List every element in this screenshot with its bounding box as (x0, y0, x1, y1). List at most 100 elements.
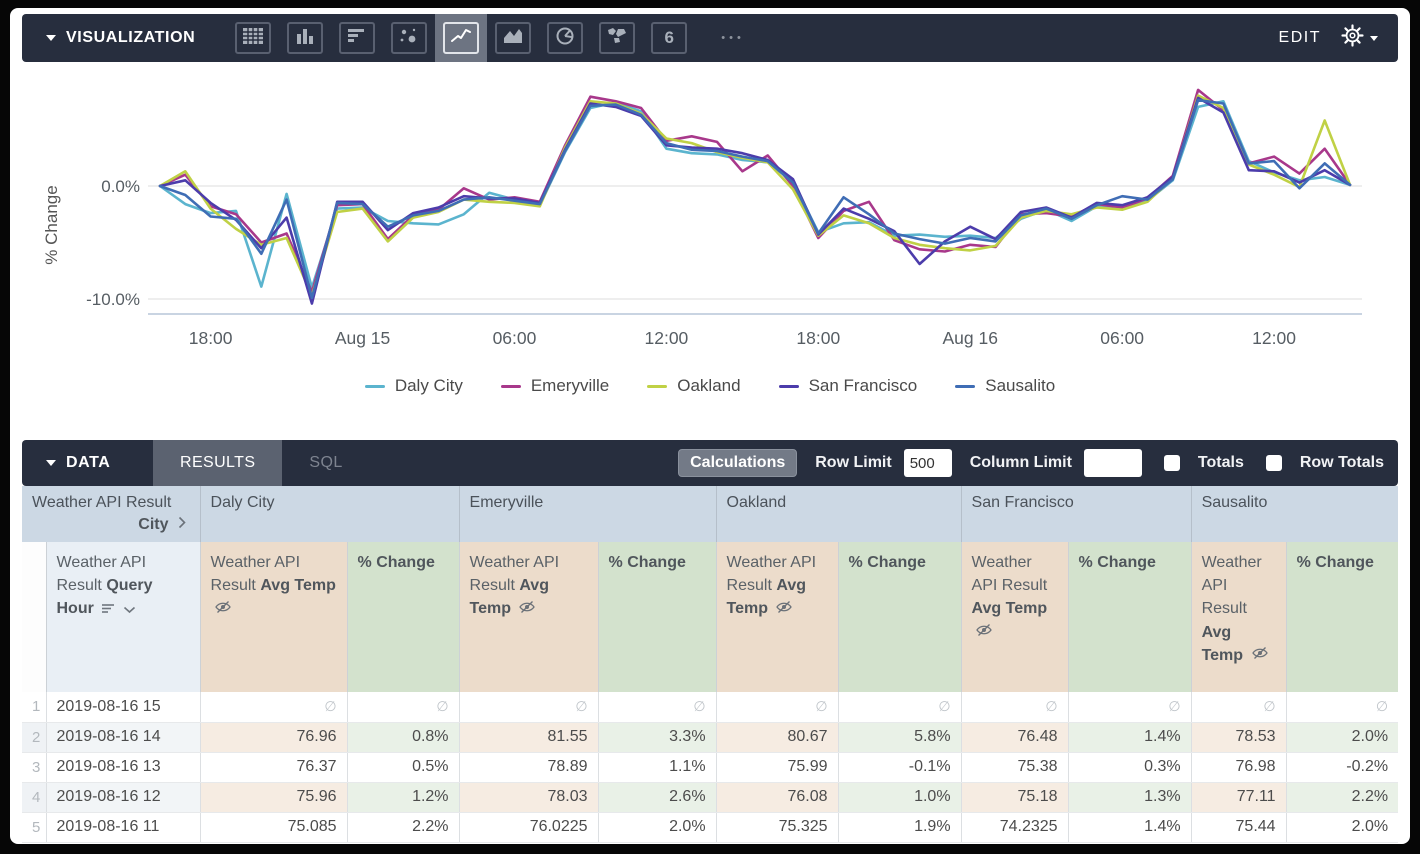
avg-temp-cell[interactable]: 75.325 (716, 812, 839, 843)
percent-change-field-header[interactable]: % Change (1286, 542, 1398, 692)
avg-temp-cell[interactable]: ∅ (459, 692, 599, 723)
percent-change-cell[interactable]: 1.3% (1068, 782, 1192, 813)
percent-change-cell[interactable]: 1.0% (838, 782, 962, 813)
percent-change-cell[interactable]: 3.3% (598, 722, 717, 753)
avg-temp-cell[interactable]: 75.99 (716, 752, 839, 783)
percent-change-cell[interactable]: -0.1% (838, 752, 962, 783)
percent-change-cell[interactable]: 2.0% (1286, 812, 1398, 843)
calculations-button[interactable]: Calculations (678, 449, 798, 477)
avg-temp-cell[interactable]: ∅ (1191, 692, 1287, 723)
percent-change-cell[interactable]: 1.1% (598, 752, 717, 783)
query-hour-cell[interactable]: 2019-08-16 14 (46, 722, 201, 753)
avg-temp-cell[interactable]: 76.37 (200, 752, 348, 783)
avg-temp-cell[interactable]: 76.0225 (459, 812, 599, 843)
legend-item[interactable]: Sausalito (955, 376, 1055, 396)
percent-change-cell[interactable]: ∅ (347, 692, 460, 723)
settings-gear-button[interactable] (1341, 24, 1378, 52)
percent-change-cell[interactable]: ∅ (838, 692, 962, 723)
percent-change-cell[interactable]: -0.2% (1286, 752, 1398, 783)
pivot-value-header[interactable]: San Francisco (961, 486, 1192, 542)
avg-temp-cell[interactable]: 76.08 (716, 782, 839, 813)
avg-temp-cell[interactable]: 76.96 (200, 722, 348, 753)
percent-change-field-header[interactable]: % Change (598, 542, 717, 692)
percent-change-cell[interactable]: 1.2% (347, 782, 460, 813)
percent-change-cell[interactable]: 0.3% (1068, 752, 1192, 783)
query-hour-cell[interactable]: 2019-08-16 12 (46, 782, 201, 813)
percent-change-cell[interactable]: 0.5% (347, 752, 460, 783)
avg-temp-field-header[interactable]: Weather API Result Avg Temp (961, 542, 1069, 692)
avg-temp-cell[interactable]: 75.96 (200, 782, 348, 813)
query-hour-field-header[interactable]: Weather API Result Query Hour (46, 542, 201, 692)
avg-temp-field-header[interactable]: Weather API Result Avg Temp (1191, 542, 1287, 692)
edit-button[interactable]: EDIT (1278, 29, 1321, 46)
avg-temp-cell[interactable]: 78.89 (459, 752, 599, 783)
viz-type-column-button[interactable] (279, 14, 331, 62)
avg-temp-cell[interactable]: 76.98 (1191, 752, 1287, 783)
query-hour-cell[interactable]: 2019-08-16 11 (46, 812, 201, 843)
percent-change-field-header[interactable]: % Change (838, 542, 962, 692)
viz-type-area-button[interactable] (487, 14, 539, 62)
avg-temp-cell[interactable]: 76.48 (961, 722, 1069, 753)
more-viz-types-button[interactable]: ••• (721, 32, 745, 44)
percent-change-cell[interactable]: 2.0% (1286, 722, 1398, 753)
percent-change-cell[interactable]: ∅ (1286, 692, 1398, 723)
percent-change-cell[interactable]: 2.6% (598, 782, 717, 813)
viz-type-scatter-button[interactable] (383, 14, 435, 62)
visualization-section-toggle[interactable]: VISUALIZATION (22, 29, 213, 47)
avg-temp-cell[interactable]: 80.67 (716, 722, 839, 753)
pivot-value-header[interactable]: Daly City (200, 486, 460, 542)
chevron-down-icon[interactable] (123, 598, 136, 621)
pivot-value-header[interactable]: Sausalito (1191, 486, 1398, 542)
percent-change-cell[interactable]: 2.2% (347, 812, 460, 843)
avg-temp-cell[interactable]: 78.53 (1191, 722, 1287, 753)
avg-temp-cell[interactable]: ∅ (716, 692, 839, 723)
tab-results[interactable]: RESULTS (153, 440, 283, 486)
percent-change-cell[interactable]: 0.8% (347, 722, 460, 753)
avg-temp-field-header[interactable]: Weather API Result Avg Temp (716, 542, 839, 692)
percent-change-cell[interactable]: 2.2% (1286, 782, 1398, 813)
avg-temp-cell[interactable]: 75.18 (961, 782, 1069, 813)
avg-temp-cell[interactable]: ∅ (200, 692, 348, 723)
query-hour-cell[interactable]: 2019-08-16 15 (46, 692, 201, 723)
legend-item[interactable]: San Francisco (778, 376, 917, 396)
avg-temp-cell[interactable]: 77.11 (1191, 782, 1287, 813)
percent-change-cell[interactable]: ∅ (1068, 692, 1192, 723)
percent-change-cell[interactable]: 1.9% (838, 812, 962, 843)
viz-type-table-button[interactable] (227, 14, 279, 62)
legend-item[interactable]: Daly City (364, 376, 463, 396)
viz-type-map-button[interactable] (591, 14, 643, 62)
tab-sql[interactable]: SQL (309, 454, 343, 471)
row-totals-checkbox[interactable] (1265, 455, 1282, 471)
chart-canvas[interactable]: 0.0% -10.0% 18:00 Aug 15 06:00 12:00 18:00 Aug … (10, 60, 1410, 360)
pivot-value-header[interactable]: Emeryville (459, 486, 717, 542)
column-limit-input[interactable] (1083, 449, 1142, 477)
legend-item[interactable]: Oakland (647, 376, 741, 396)
query-hour-cell[interactable]: 2019-08-16 13 (46, 752, 201, 783)
avg-temp-field-header[interactable]: Weather API Result Avg Temp (200, 542, 348, 692)
row-limit-input[interactable] (903, 449, 952, 477)
totals-checkbox[interactable] (1163, 455, 1180, 471)
viz-type-pie-button[interactable] (539, 14, 591, 62)
pivot-field-header[interactable]: Weather API Result City (22, 486, 201, 542)
percent-change-field-header[interactable]: % Change (1068, 542, 1192, 692)
avg-temp-field-header[interactable]: Weather API Result Avg Temp (459, 542, 599, 692)
percent-change-field-header[interactable]: % Change (347, 542, 460, 692)
avg-temp-cell[interactable]: 81.55 (459, 722, 599, 753)
percent-change-cell[interactable]: 1.4% (1068, 812, 1192, 843)
avg-temp-cell[interactable]: 75.44 (1191, 812, 1287, 843)
percent-change-cell[interactable]: 2.0% (598, 812, 717, 843)
data-section-toggle[interactable]: DATA (22, 454, 153, 472)
viz-type-single-value-button[interactable]: 6 (643, 14, 695, 62)
avg-temp-cell[interactable]: ∅ (961, 692, 1069, 723)
avg-temp-cell[interactable]: 78.03 (459, 782, 599, 813)
avg-temp-cell[interactable]: 75.38 (961, 752, 1069, 783)
avg-temp-cell[interactable]: 75.085 (200, 812, 348, 843)
viz-type-bar-button[interactable] (331, 14, 383, 62)
percent-change-cell[interactable]: ∅ (598, 692, 717, 723)
pivot-value-header[interactable]: Oakland (716, 486, 962, 542)
avg-temp-cell[interactable]: 74.2325 (961, 812, 1069, 843)
viz-type-line-button[interactable] (435, 14, 488, 62)
legend-item[interactable]: Emeryville (500, 376, 609, 396)
percent-change-cell[interactable]: 5.8% (838, 722, 962, 753)
percent-change-cell[interactable]: 1.4% (1068, 722, 1192, 753)
